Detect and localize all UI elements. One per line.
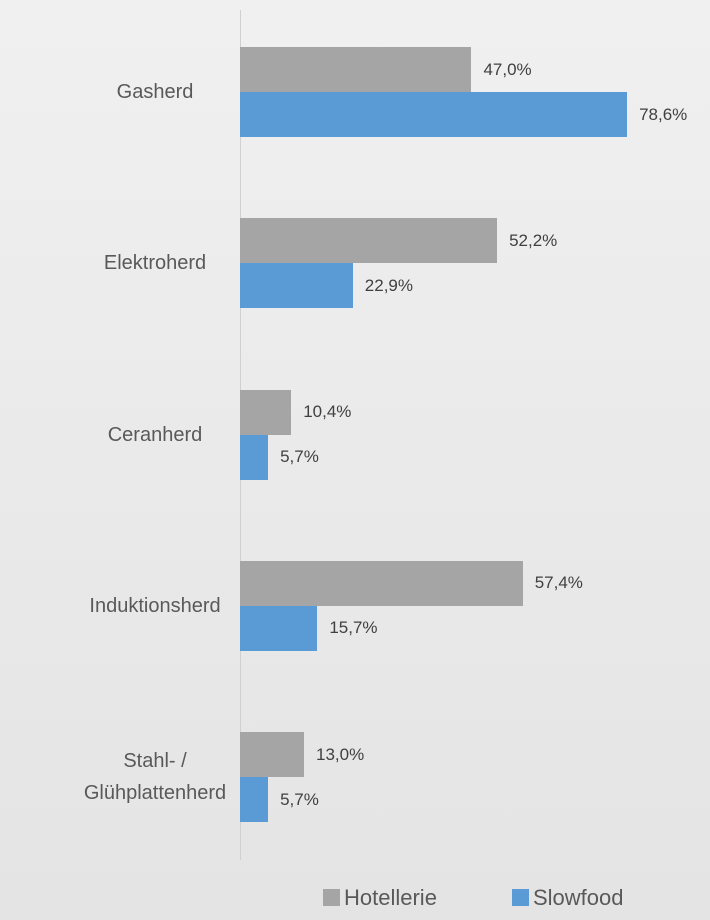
value-label: 52,2% [509,230,558,250]
value-label: 5,7% [280,447,319,467]
category-label: Elektroherd [103,252,207,275]
bar [240,605,318,651]
legend-swatch [323,889,340,906]
bar [240,777,269,823]
legend-swatch [512,889,529,906]
value-label: 10,4% [303,402,352,422]
value-label: 5,7% [280,789,319,809]
bar [240,218,498,264]
category-label: Induktionsherd [89,594,221,617]
value-label: 47,0% [483,59,532,79]
value-label: 78,6% [639,104,688,124]
value-label: 57,4% [534,573,583,593]
bar [240,389,292,435]
legend-label: Slowfood [533,885,624,910]
category-label: Ceranherd [107,423,203,446]
bar [240,434,269,480]
category-label: Stahl- / Glühplattenherd [83,750,227,805]
value-label: 22,9% [364,275,413,295]
value-label: 15,7% [329,618,378,638]
bar [240,732,305,778]
bar [240,560,523,606]
bar [240,92,628,137]
bar [240,47,472,92]
legend-label: Hotellerie [344,885,437,910]
value-label: 13,0% [316,744,365,764]
bar [240,263,353,309]
category-label: Gasherd [116,81,194,103]
